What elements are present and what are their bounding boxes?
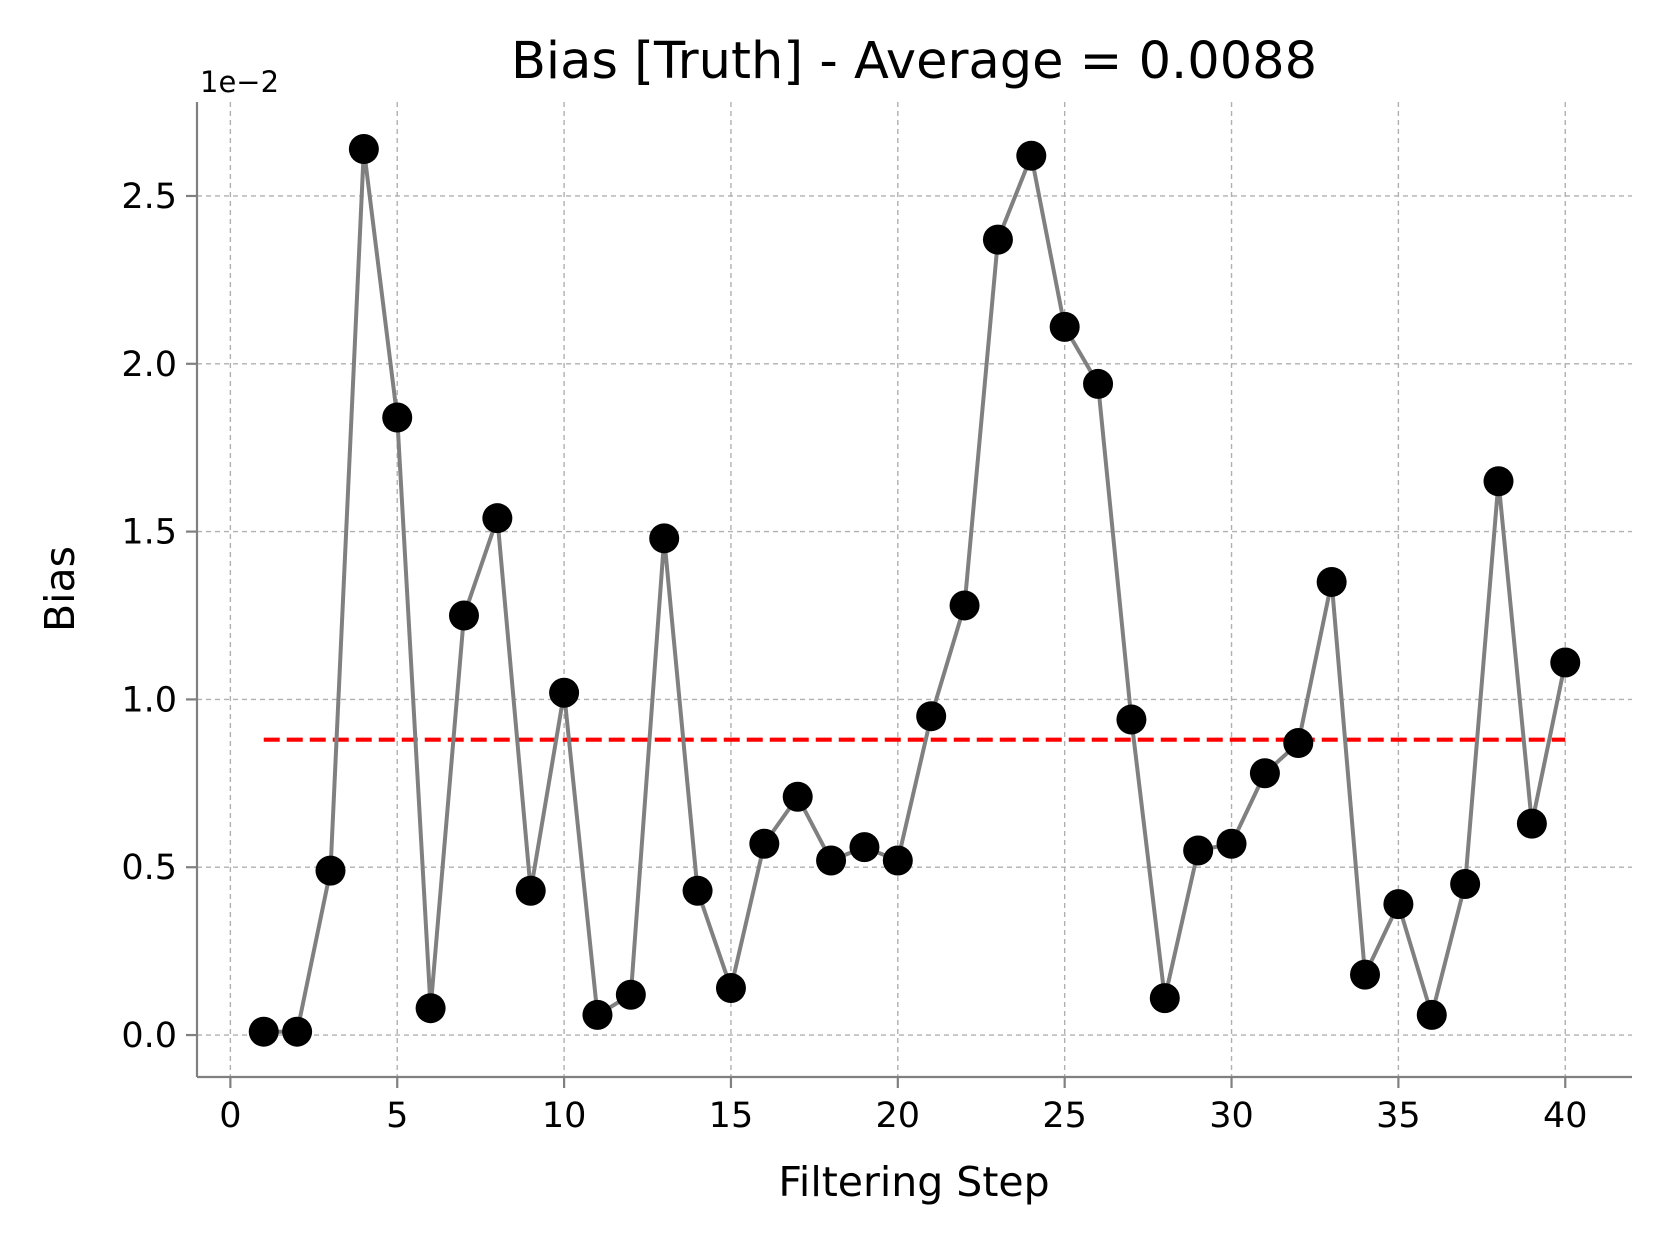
data-point (415, 993, 446, 1024)
series-group (248, 133, 1581, 1047)
data-point (1283, 728, 1314, 759)
data-point (382, 402, 413, 433)
data-point (1249, 758, 1280, 789)
data-point (882, 845, 913, 876)
x-tick-label: 20 (876, 1096, 921, 1136)
data-point (949, 590, 980, 621)
y-tick-label: 0.5 (121, 848, 177, 888)
data-point (1116, 704, 1147, 735)
x-tick-label: 35 (1376, 1096, 1421, 1136)
data-point (649, 523, 680, 554)
data-point (615, 979, 646, 1010)
data-point (1016, 140, 1047, 171)
grid (197, 102, 1632, 1077)
x-tick-label: 30 (1209, 1096, 1254, 1136)
data-point (1350, 959, 1381, 990)
x-axis-label: Filtering Step (778, 1158, 1049, 1206)
data-point (715, 973, 746, 1004)
x-tick-label: 10 (542, 1096, 587, 1136)
data-point (1183, 835, 1214, 866)
x-tick-label: 5 (386, 1096, 408, 1136)
data-point (482, 503, 513, 534)
data-point (348, 133, 379, 164)
data-point (682, 875, 713, 906)
data-point (1083, 368, 1114, 399)
y-tick-label: 2.5 (121, 177, 177, 217)
data-point (1216, 828, 1247, 859)
x-tick-label: 25 (1042, 1096, 1087, 1136)
data-point (749, 828, 780, 859)
data-point (582, 999, 613, 1030)
x-tick-label: 40 (1543, 1096, 1588, 1136)
x-tick-label: 15 (709, 1096, 754, 1136)
y-offset-label: 1e−2 (200, 65, 279, 99)
data-point (315, 855, 346, 886)
ticks: 0 5 10 15 20 25 30 35 40 0.0 0.5 1.0 1.5 2.0 2.5 (121, 177, 1587, 1136)
data-point (282, 1016, 313, 1047)
data-point (916, 701, 947, 732)
y-axis-label: Bias (36, 546, 84, 632)
y-tick-label: 2.0 (121, 345, 177, 385)
y-tick-label: 1.0 (121, 680, 177, 720)
data-point (1516, 808, 1547, 839)
data-point (1416, 999, 1447, 1030)
data-point (1149, 983, 1180, 1014)
y-tick-label: 0.0 (121, 1016, 177, 1056)
data-point (1049, 311, 1080, 342)
data-point (248, 1016, 279, 1047)
y-tick-label: 1.5 (121, 513, 177, 553)
data-point (816, 845, 847, 876)
x-tick-label: 0 (219, 1096, 241, 1136)
data-point (448, 600, 479, 631)
data-point (549, 677, 580, 708)
data-point (1483, 466, 1514, 497)
series-line (263, 146, 1568, 1034)
axes-spines (195, 102, 1632, 1079)
chart-title: Bias [Truth] - Average = 0.0088 (511, 32, 1317, 91)
data-point (849, 832, 880, 863)
data-point (515, 875, 546, 906)
data-point (982, 224, 1013, 255)
data-point (1450, 869, 1481, 900)
data-point (1316, 566, 1347, 597)
data-point (1550, 647, 1581, 678)
data-point (782, 781, 813, 812)
data-point (1383, 889, 1414, 920)
